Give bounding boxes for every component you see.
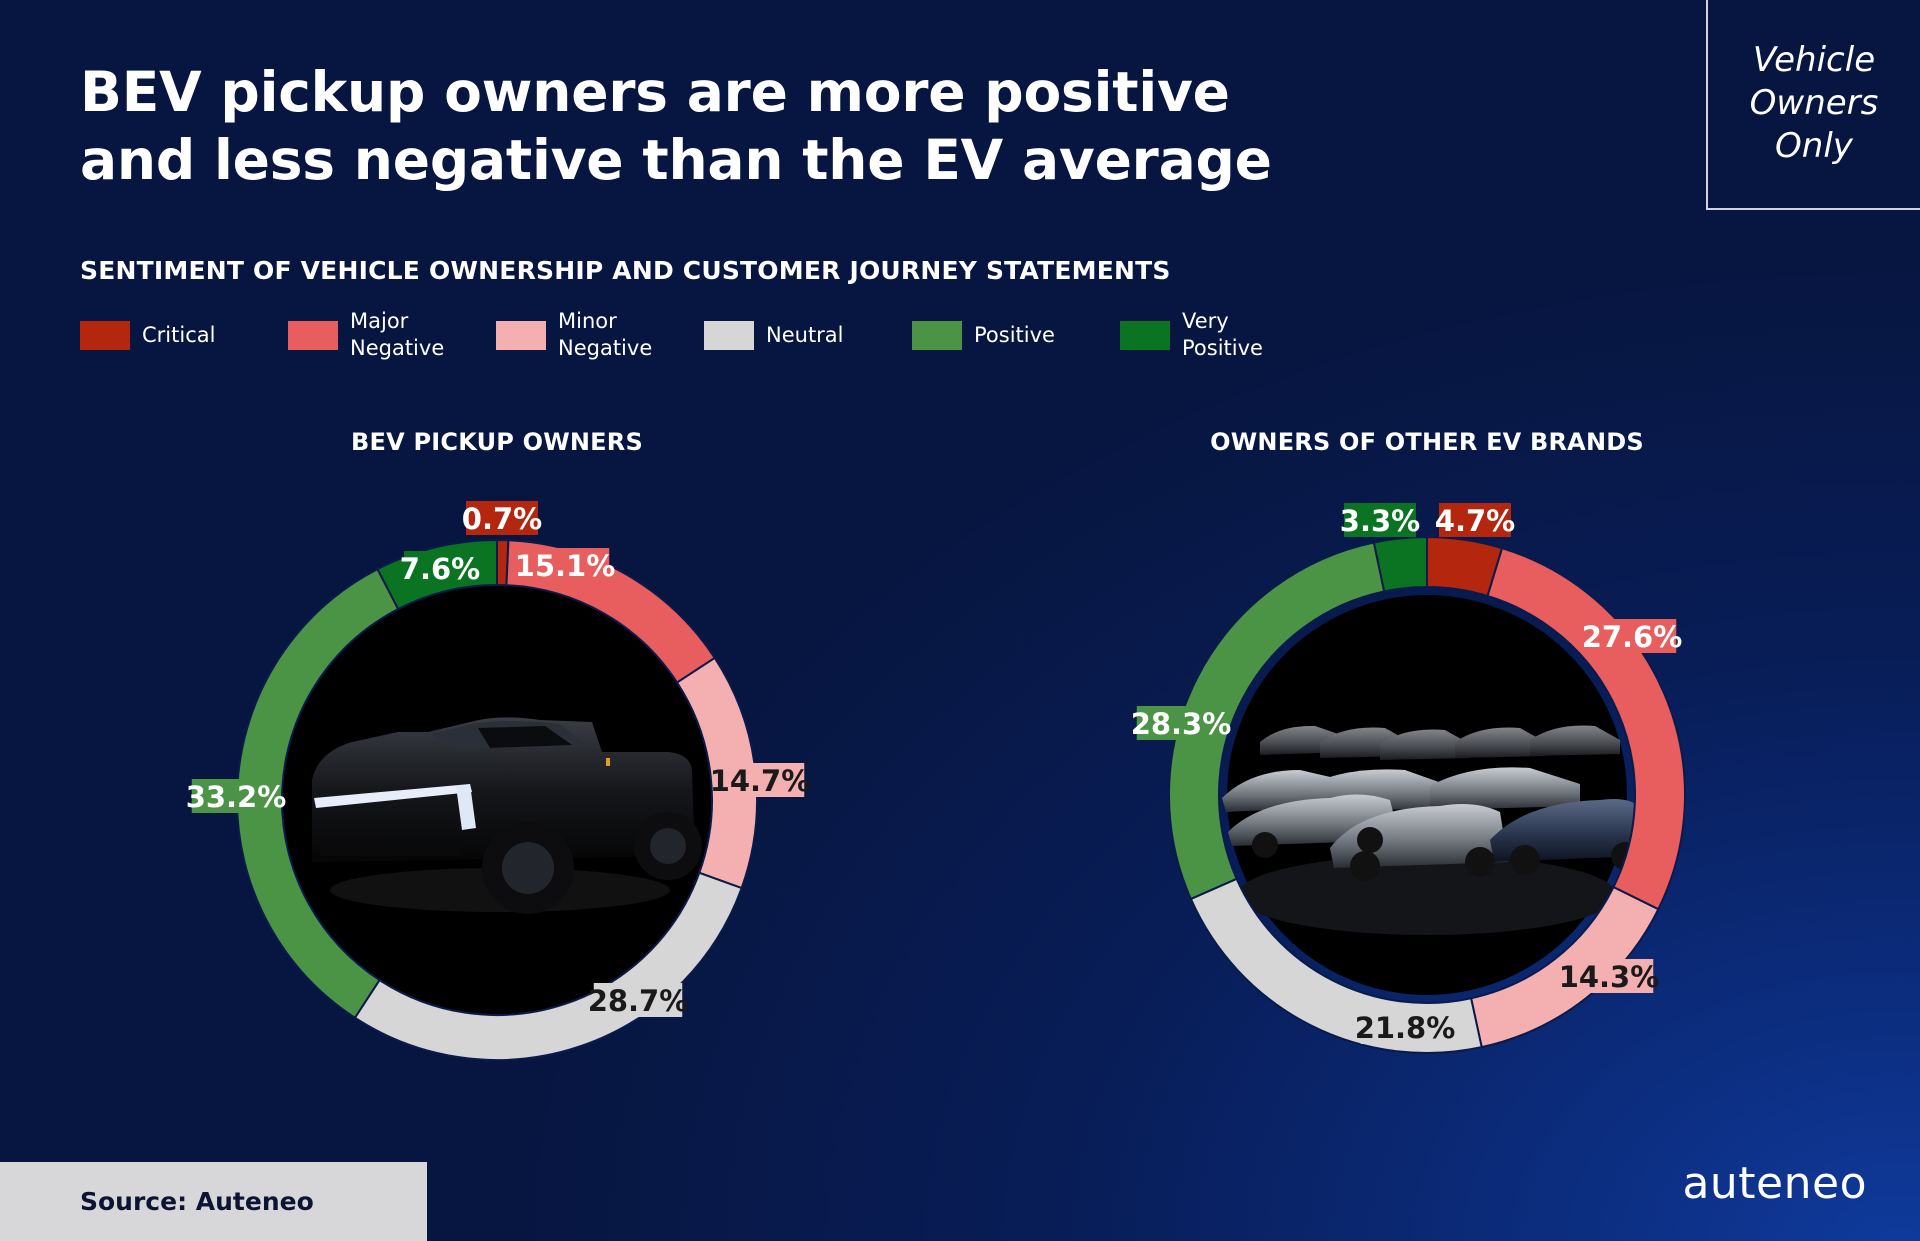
legend-swatch-minor-negative: [496, 320, 546, 350]
badge-line-2: Owners: [1749, 82, 1879, 123]
chart-title-bev-pickup: BEV PICKUP OWNERS: [351, 428, 643, 456]
legend-label-minor-negative: Minor Negative: [558, 309, 653, 360]
label-bg-positive: [1136, 706, 1226, 740]
pickup-truck-image: [282, 585, 712, 1015]
data-label-critical: 4.7%: [1435, 504, 1515, 538]
badge-line-1: Vehicle: [1752, 39, 1876, 80]
auteneo-logo: auteneo: [1682, 1158, 1867, 1209]
legend-label-neutral: Neutral: [766, 322, 844, 347]
legend-item-major-negative: Major Negative: [288, 305, 444, 365]
legend-label-very-positive: Very Positive: [1182, 309, 1263, 360]
source-note: Source: Auteneo: [0, 1162, 427, 1241]
data-label-very-positive: 3.3%: [1340, 504, 1420, 538]
legend-swatch-very-positive: [1120, 320, 1170, 350]
slice-very-positive: [1372, 535, 1428, 593]
label-bg-major-negative: [520, 548, 610, 582]
legend-swatch-neutral: [704, 320, 754, 350]
legend-item-minor-negative: Minor Negative: [496, 305, 652, 365]
data-label-critical: 0.7%: [462, 502, 542, 536]
data-label-neutral: 21.8%: [1355, 1011, 1456, 1045]
chart-title-other-ev: OWNERS OF OTHER EV BRANDS: [1210, 428, 1644, 456]
legend-item-very-positive: Very Positive: [1120, 305, 1263, 365]
label-bg-critical: [1439, 503, 1511, 537]
fleet-of-cars-image: [1222, 595, 1642, 995]
legend-item-neutral: Neutral: [704, 305, 844, 365]
legend-label-positive: Positive: [974, 322, 1055, 347]
chart-subtitle: SENTIMENT OF VEHICLE OWNERSHIP AND CUSTO…: [80, 256, 1171, 285]
page-title: BEV pickup owners are more positive and …: [80, 58, 1272, 194]
badge-line-3: Only: [1775, 125, 1853, 166]
label-bg-neutral: [1360, 1010, 1450, 1044]
label-bg-major-negative: [1587, 619, 1677, 653]
legend-label-critical: Critical: [142, 322, 216, 347]
data-label-minor-negative: 14.3%: [1559, 960, 1660, 994]
legend-item-positive: Positive: [912, 305, 1055, 365]
label-bg-critical: [466, 501, 538, 535]
data-label-positive: 28.3%: [1131, 707, 1232, 741]
label-bg-very-positive: [404, 551, 476, 585]
label-bg-neutral: [593, 983, 683, 1017]
label-bg-very-positive: [1344, 503, 1416, 537]
legend-swatch-positive: [912, 320, 962, 350]
label-bg-positive: [191, 779, 281, 813]
legend-swatch-major-negative: [288, 320, 338, 350]
legend-item-critical: Critical: [80, 305, 215, 365]
data-label-positive: 33.2%: [186, 780, 287, 814]
title-line-2: and less negative than the EV average: [80, 128, 1272, 192]
vehicle-owners-only-badge: Vehicle Owners Only: [1706, 0, 1920, 210]
data-label-very-positive: 7.6%: [400, 552, 480, 586]
data-label-neutral: 28.7%: [588, 984, 689, 1018]
legend-label-major-negative: Major Negative: [350, 309, 445, 360]
label-bg-minor-negative: [1564, 959, 1654, 993]
data-label-minor-negative: 14.7%: [710, 764, 811, 798]
label-bg-minor-negative: [715, 763, 805, 797]
title-line-1: BEV pickup owners are more positive: [80, 60, 1230, 124]
data-label-major-negative: 15.1%: [515, 549, 616, 583]
data-label-major-negative: 27.6%: [1582, 620, 1683, 654]
legend-swatch-critical: [80, 320, 130, 350]
donut-ring-bev-pickup: 0.7% 15.1% 14.7% 28.7% 33.2% 7.6%: [186, 501, 811, 1061]
donut-ring-other-ev: 4.7% 27.6% 14.3% 21.8% 28.3% 3.3%: [1131, 503, 1686, 1054]
